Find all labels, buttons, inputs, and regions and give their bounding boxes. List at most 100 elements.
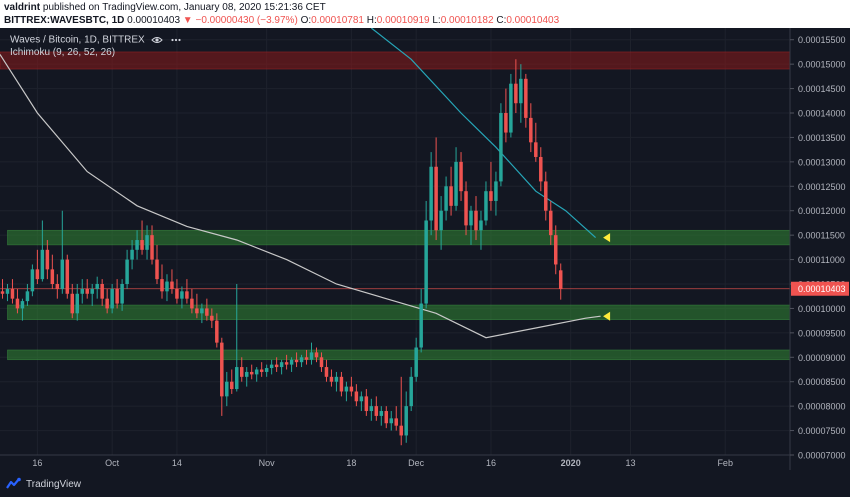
candle <box>344 381 349 402</box>
time-axis[interactable]: 16 Oct 14 Nov 18 Dec 16 2020 13 Feb <box>32 458 733 468</box>
candle <box>304 349 309 365</box>
candle-body <box>444 186 448 211</box>
candle <box>409 367 413 412</box>
candle-body <box>534 142 538 157</box>
candle <box>364 389 369 416</box>
candle-body <box>10 288 15 299</box>
candle <box>175 279 179 304</box>
candle-body <box>75 293 79 314</box>
candle <box>414 337 418 382</box>
high-label: H: <box>366 15 377 26</box>
candle <box>145 225 149 260</box>
price-tick-label: 0.00013000 <box>798 157 846 167</box>
candle-body <box>165 281 169 292</box>
price-tick-label: 0.00015000 <box>798 60 846 70</box>
candle <box>130 240 134 270</box>
author-name[interactable]: valdrint <box>4 2 41 13</box>
candle <box>125 249 129 289</box>
price-tick-label: 0.00011500 <box>798 231 845 241</box>
candle-body <box>319 357 324 368</box>
candle <box>439 196 443 250</box>
candle-body <box>150 235 154 260</box>
candle-body <box>479 220 483 231</box>
candle <box>449 166 453 216</box>
candle-body <box>284 362 289 365</box>
candle <box>294 352 299 368</box>
candle <box>160 264 164 299</box>
candle-body <box>294 359 299 363</box>
candle <box>553 225 558 275</box>
candle-body <box>524 78 528 118</box>
candle <box>484 181 488 226</box>
candle-body <box>519 78 523 104</box>
candle-body <box>110 288 114 309</box>
publish-line: valdrint published on TradingView.com, J… <box>4 1 326 14</box>
candle <box>120 279 124 311</box>
price-axis[interactable]: 0.00015500 0.00015000 0.00014500 0.00014000… <box>790 35 849 461</box>
candle-body <box>329 376 334 382</box>
eye-icon[interactable] <box>151 34 164 46</box>
candle <box>55 274 60 299</box>
candle-body <box>95 284 99 289</box>
candle-body <box>145 235 149 250</box>
candle-body <box>369 406 374 412</box>
ma-long-line <box>0 54 601 339</box>
candle-body <box>558 270 563 289</box>
candle-body <box>35 269 40 280</box>
candle-body <box>20 301 25 309</box>
candle-body <box>90 288 94 294</box>
candle-body <box>125 259 129 285</box>
candle-body <box>339 376 344 392</box>
candle <box>434 137 438 241</box>
candle-body <box>55 284 60 289</box>
open-label: O: <box>300 15 312 26</box>
tradingview-logo-icon[interactable] <box>6 477 22 491</box>
candle-body <box>379 411 384 416</box>
candle-body <box>544 181 548 211</box>
candle <box>264 364 269 377</box>
candle <box>180 286 184 309</box>
candle-body <box>274 364 279 368</box>
candle-body <box>205 308 209 316</box>
candle-body <box>474 210 478 231</box>
time-tick-label: 14 <box>172 458 182 468</box>
candle <box>75 284 79 321</box>
candle <box>339 371 344 397</box>
candle <box>374 396 379 421</box>
legend-indicator[interactable]: Ichimoku (9, 26, 52, 26) <box>10 47 115 58</box>
price-chart[interactable]: 0.00015500 0.00015000 0.00014500 0.00014000… <box>0 28 850 470</box>
candle-body <box>65 259 70 294</box>
candle <box>299 354 304 368</box>
candle <box>205 298 209 321</box>
candle-body <box>314 352 319 358</box>
candle <box>45 240 50 280</box>
candles <box>0 59 563 446</box>
brand-name[interactable]: TradingView <box>26 479 82 490</box>
candle-body <box>419 303 423 348</box>
more-icon[interactable] <box>170 34 182 46</box>
yellow-arrow-marker <box>603 311 611 321</box>
candle-body <box>259 369 264 372</box>
candle-body <box>334 376 339 382</box>
candle-body <box>264 368 269 372</box>
candle-body <box>434 166 438 231</box>
legend-title: Waves / Bitcoin, 1D, BITTREX <box>10 34 182 46</box>
candle <box>429 152 433 236</box>
candle <box>534 122 538 162</box>
candle <box>235 284 239 392</box>
candle <box>454 147 458 211</box>
price-tick-label: 0.00010000 <box>798 304 846 314</box>
candle <box>524 73 528 128</box>
candle-body <box>529 117 533 143</box>
candle-body <box>549 210 553 236</box>
candle-body <box>394 418 398 426</box>
candle-body <box>220 342 224 397</box>
candle-body <box>210 315 214 321</box>
candle <box>509 73 513 138</box>
price-tick-label: 0.00012000 <box>798 206 846 216</box>
candle <box>259 362 264 377</box>
candle-body <box>309 352 314 360</box>
support-zone <box>7 304 791 320</box>
candle <box>354 384 359 407</box>
candle-body <box>5 288 10 294</box>
